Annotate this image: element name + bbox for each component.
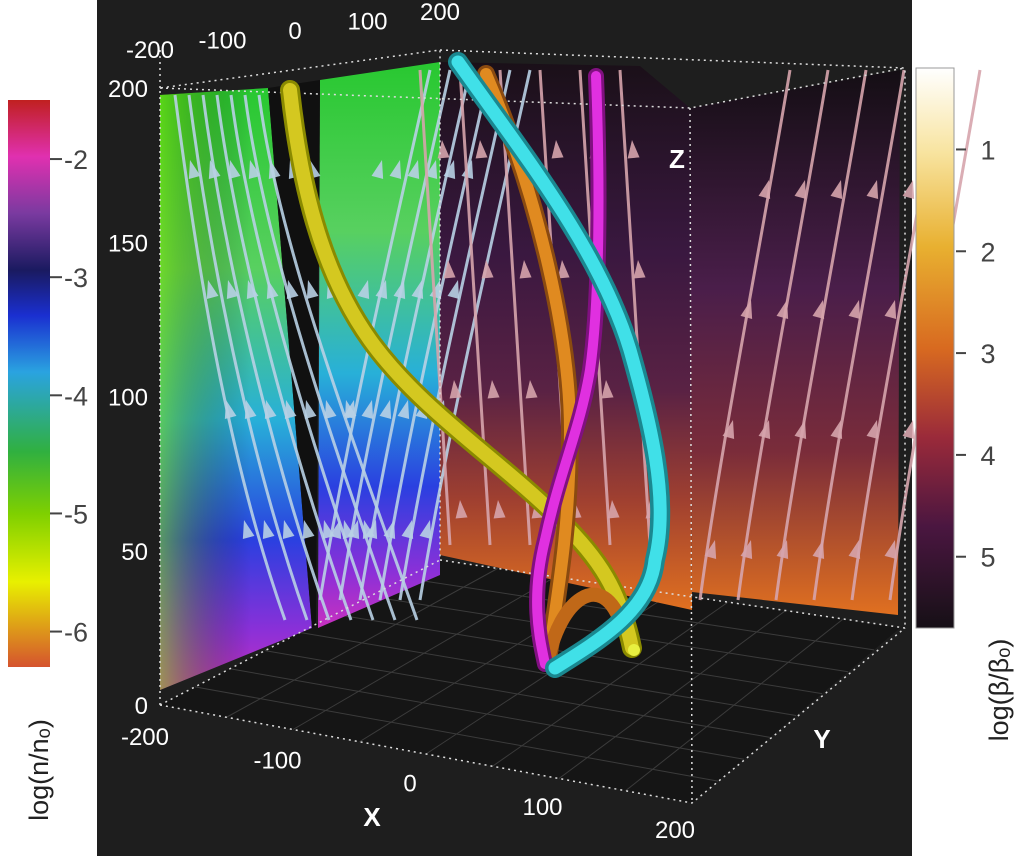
density-tick-label: -3 [64,263,88,293]
field-line-orange [477,65,580,669]
z-axis-label: Z [669,144,685,174]
z-tick-label: 200 [108,76,148,103]
density-tick-label: -5 [64,499,88,529]
x-axis-ticks: -200 -100 0 100 200 [121,724,695,844]
z-tick-label: 100 [108,385,148,412]
x-tick-label: 200 [655,817,695,844]
field-line-orange-lower [541,587,627,667]
beta-tick-label: 5 [980,543,995,573]
x-axis-label: X [363,802,381,832]
beta-colorbar: 1 2 3 4 5 log(β/βₒ) [915,67,1014,742]
x-tick-label: 0 [403,771,416,798]
beta-colorbar-gradient [915,67,955,629]
top-x-tick-label: 200 [420,0,460,26]
beta-colorbar-label: log(β/βₒ) [984,639,1014,742]
top-x-axis-ticks: -200 -100 0 100 200 [126,0,460,64]
density-tick-label: -4 [64,381,88,411]
field-line-magenta [529,68,607,672]
beta-tick-label: 3 [980,339,995,369]
x-tick-label: -200 [121,724,169,751]
beta-tick-label: 4 [980,441,995,471]
density-colorbar-gradient [8,100,50,667]
beta-tick-label: 2 [980,237,995,267]
top-x-tick-label: -200 [126,37,174,64]
density-tick-label: -6 [64,618,88,648]
z-tick-label: 150 [108,230,148,257]
top-x-tick-label: 0 [288,18,301,45]
top-x-tick-label: 100 [347,9,387,36]
density-colorbar: -2 -3 -4 -5 -6 log(n/nₒ) [8,100,88,821]
density-colorbar-label: log(n/nₒ) [24,719,54,821]
top-x-tick-label: -100 [198,28,246,55]
field-line-yellow [280,80,642,658]
x-tick-label: -100 [253,747,301,774]
z-tick-label: 0 [135,693,148,720]
z-axis-ticks: 0 50 100 150 200 [108,76,148,720]
bounding-box [159,49,906,804]
density-tick-label: -2 [64,145,88,175]
beta-tick-label: 1 [980,135,995,165]
z-tick-label: 50 [121,539,148,566]
field-line-cyan [448,52,671,678]
y-axis-label: Y [813,724,830,754]
field-lines [280,52,671,678]
x-tick-label: 100 [522,794,562,821]
